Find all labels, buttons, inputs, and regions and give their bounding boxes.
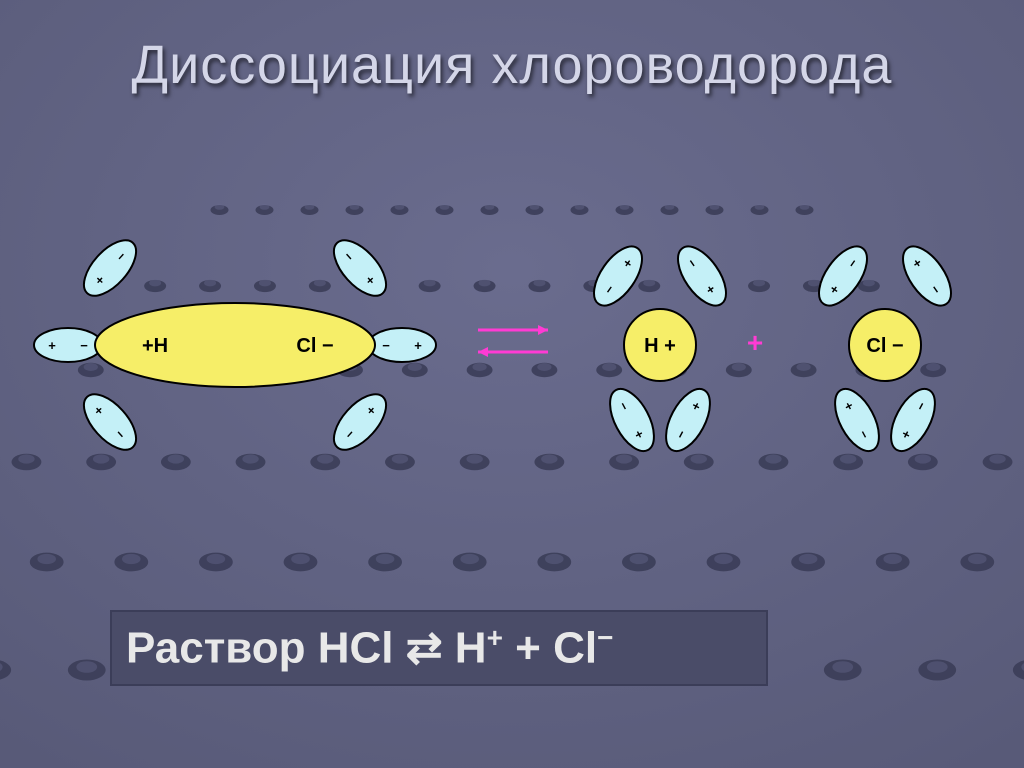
svg-text:+H: +H — [142, 335, 168, 357]
svg-text:+: + — [48, 338, 56, 353]
equation-sup2: − — [597, 622, 613, 653]
equation: Раствор HCl ⇄ H+ + Cl− — [126, 622, 613, 674]
equation-sup1: + — [487, 622, 503, 653]
equation-box: Раствор HCl ⇄ H+ + Cl− — [110, 610, 768, 686]
equation-prefix: Раствор HCl ⇄ H — [126, 624, 487, 673]
svg-text:Cl −: Cl − — [866, 335, 903, 357]
svg-text:Cl −: Cl − — [296, 335, 333, 357]
slide: +−+−+−+−+−+−+HCl −+−+−+−+−H ++−+−+−+−Cl … — [0, 0, 1024, 768]
svg-text:−: − — [80, 338, 88, 353]
svg-text:+: + — [414, 338, 422, 353]
svg-text:H +: H + — [644, 335, 676, 357]
equation-mid: + Cl — [503, 624, 597, 673]
svg-text:+: + — [747, 327, 763, 358]
slide-title: Диссоциация хлороводорода — [0, 34, 1024, 96]
svg-text:−: − — [382, 338, 390, 353]
